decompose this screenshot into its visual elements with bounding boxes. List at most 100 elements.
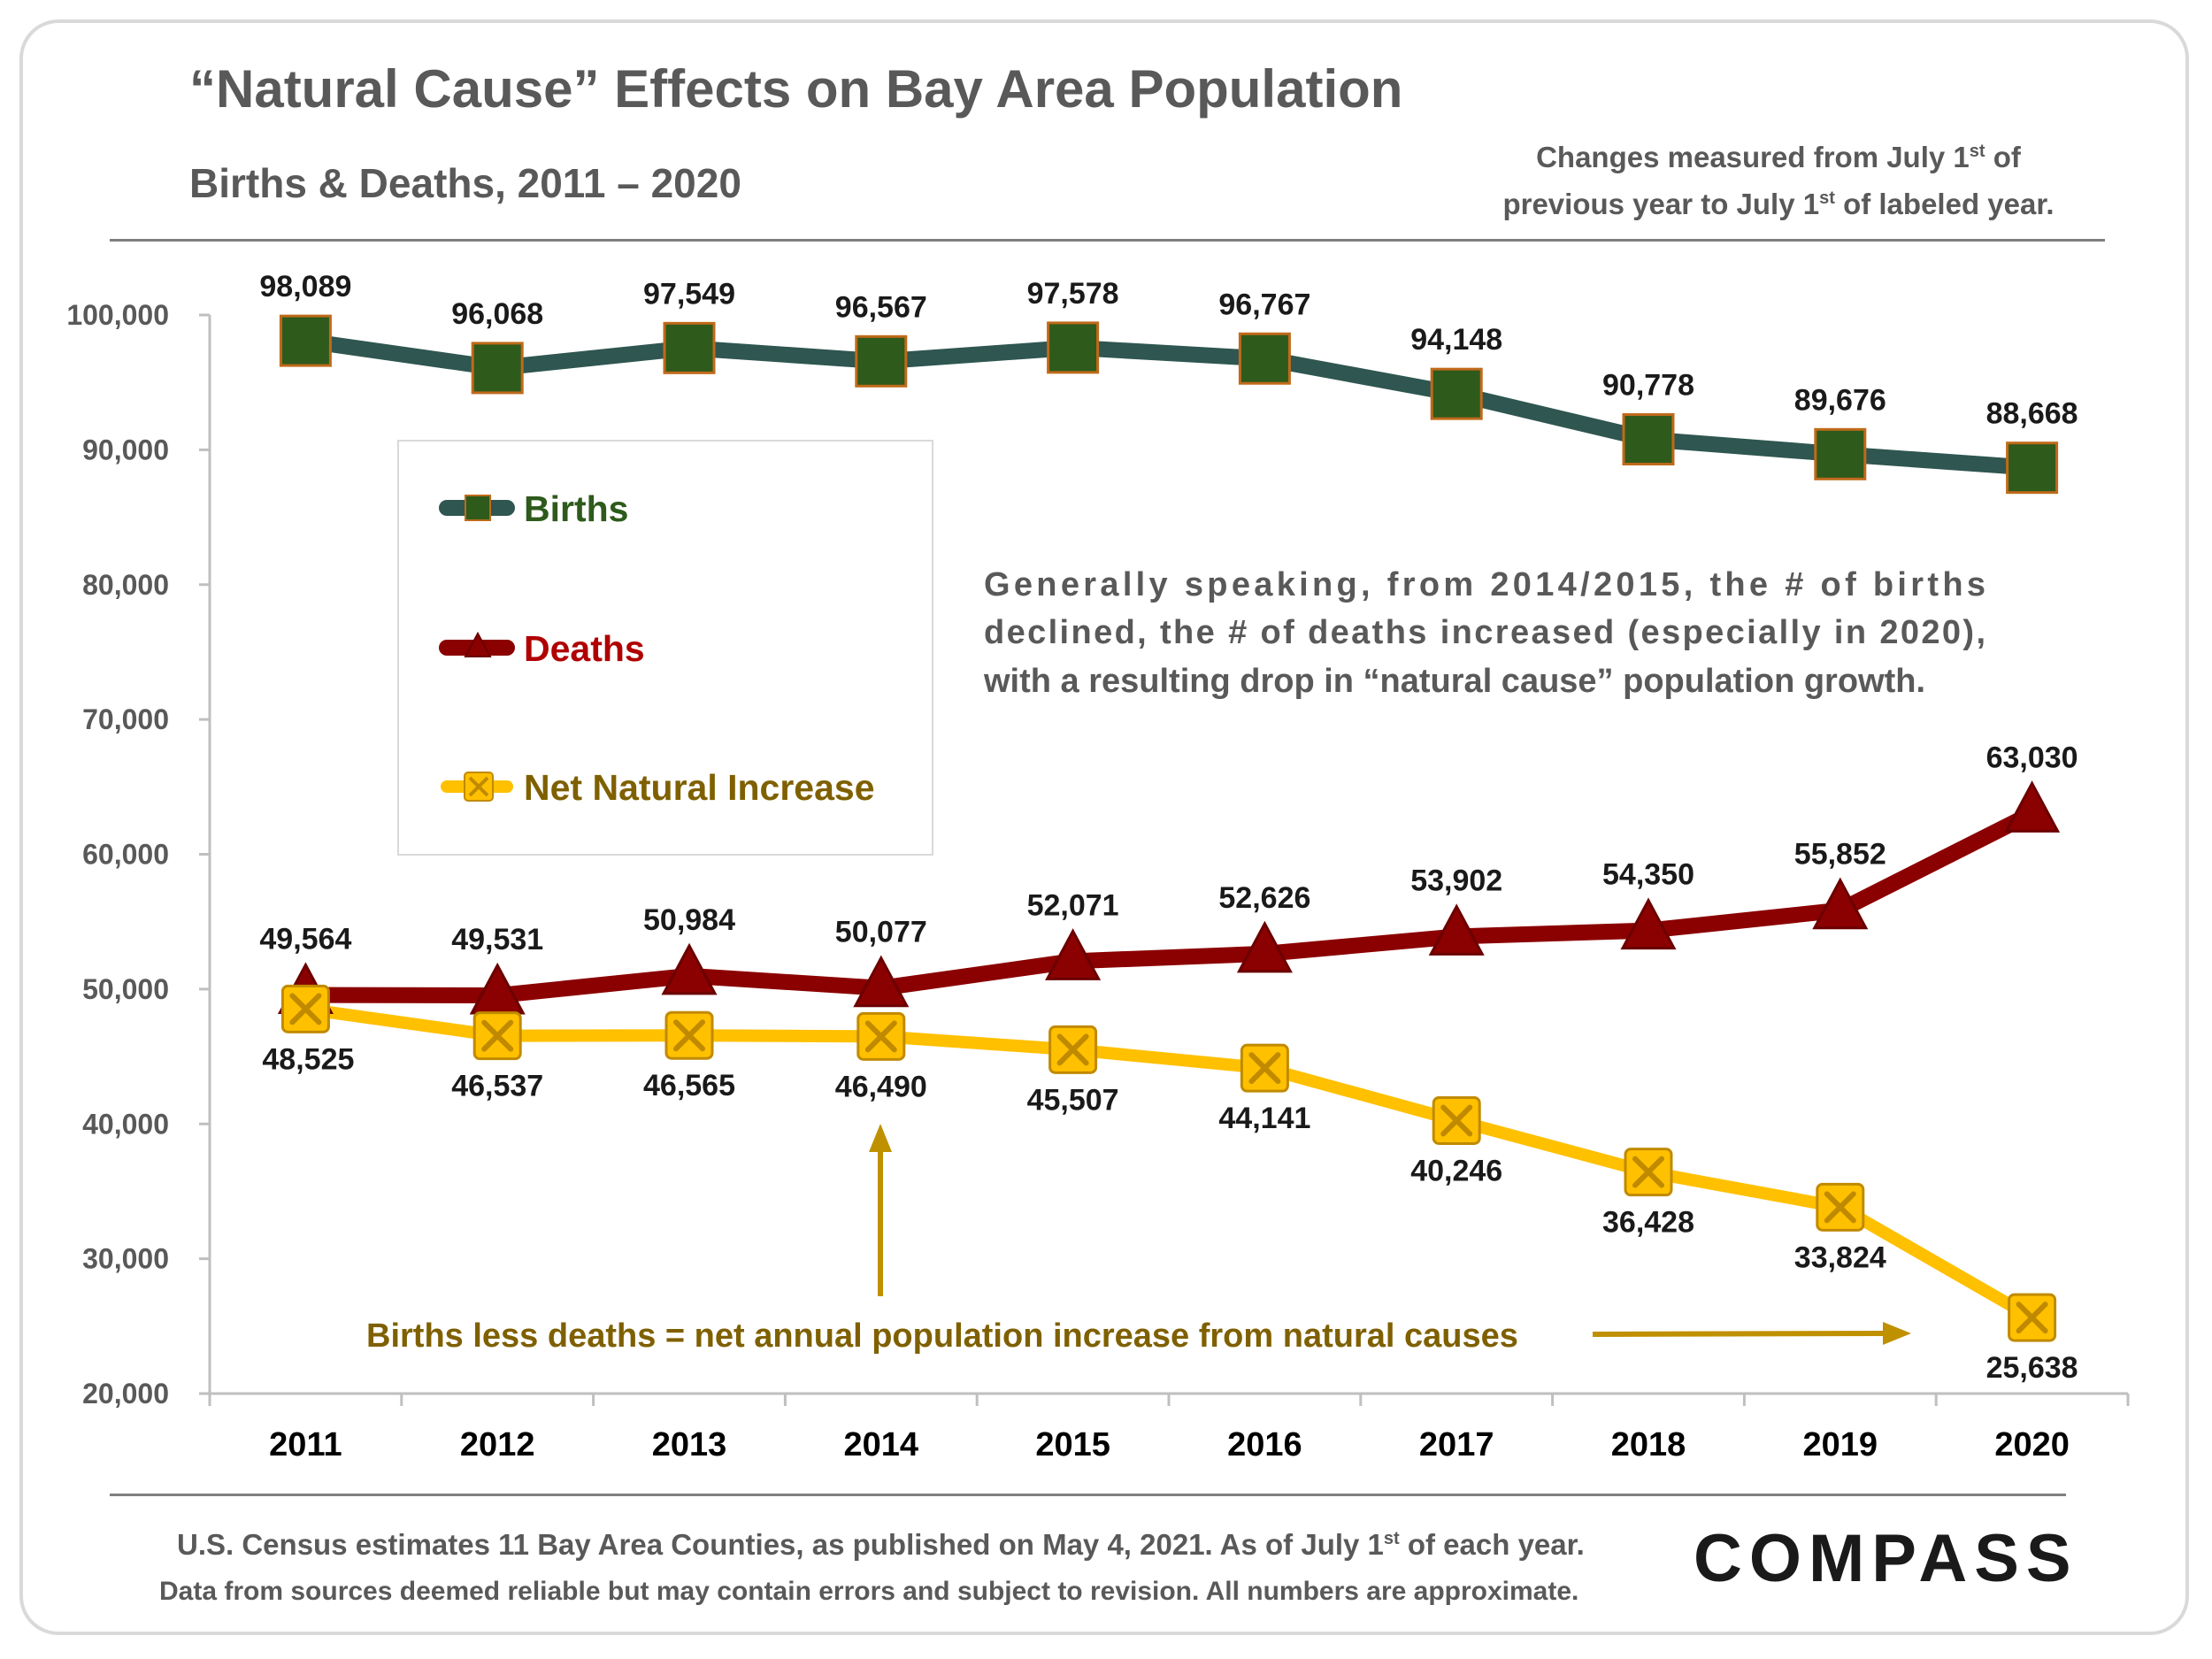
net-natural-increase-point-cross — [1440, 1104, 1473, 1137]
net-natural-increase-point-cross — [481, 1019, 514, 1052]
births-label: 96,068 — [451, 297, 543, 331]
births-point — [2006, 442, 2059, 495]
x-tick-label: 2017 — [1419, 1426, 1494, 1463]
deaths-label: 55,852 — [1794, 838, 1886, 872]
chart-frame — [19, 19, 2189, 1635]
net-natural-increase-label: 25,638 — [1986, 1351, 2078, 1385]
x-tick-label: 2016 — [1227, 1426, 1302, 1463]
x-tick-label: 2018 — [1611, 1426, 1686, 1463]
legend-label: Deaths — [524, 628, 645, 669]
bottom-note: Births less deaths = net annual populati… — [366, 1317, 1518, 1355]
legend-label: Births — [524, 488, 628, 529]
y-tick-label: 40,000 — [82, 1108, 169, 1140]
y-tick-label: 80,000 — [82, 569, 169, 601]
net-natural-increase-point-cross — [864, 1020, 897, 1053]
deaths-point — [1620, 897, 1677, 950]
deaths-point — [1428, 903, 1485, 956]
arrows: Births less deaths = net annual populati… — [366, 1124, 1911, 1355]
source-note: U.S. Census estimates 11 Bay Area Counti… — [177, 1528, 1585, 1561]
series-line-deaths — [305, 806, 2036, 1004]
net-natural-increase-point-cross — [1056, 1033, 1089, 1066]
births-label: 94,148 — [1410, 323, 1502, 357]
chart-title: “Natural Cause” Effects on Bay Area Popu… — [189, 59, 1403, 119]
births-point — [1238, 332, 1291, 385]
y-tick-label: 20,000 — [82, 1378, 169, 1409]
x-tick-label: 2011 — [269, 1426, 342, 1463]
y-tick-label: 90,000 — [82, 434, 169, 465]
x-tick-label: 2013 — [652, 1426, 727, 1463]
disclaimer: Data from sources deemed reliable but ma… — [159, 1577, 1579, 1606]
deaths-label: 49,531 — [451, 923, 543, 956]
y-tick-label: 60,000 — [82, 839, 169, 871]
deaths-label: 52,071 — [1027, 888, 1119, 922]
x-tick-label: 2012 — [460, 1426, 535, 1463]
deaths-label: 63,030 — [1986, 741, 2078, 774]
annotation-line-1: Generally speaking, from 2014/2015, the … — [984, 566, 1985, 603]
births-label: 90,778 — [1602, 369, 1694, 403]
y-tick-label: 70,000 — [82, 703, 169, 735]
net-natural-increase-label: 48,525 — [262, 1042, 354, 1076]
births-label: 97,549 — [643, 277, 735, 311]
births-label: 89,676 — [1794, 383, 1886, 417]
legend-square-icon — [465, 495, 491, 521]
x-tick-label: 2015 — [1035, 1426, 1110, 1463]
deaths-point — [661, 942, 718, 995]
deaths-label: 50,077 — [835, 916, 927, 949]
legend-x-cross — [468, 776, 489, 797]
deaths-label: 53,902 — [1410, 864, 1502, 897]
births-point — [855, 334, 908, 388]
net-natural-increase-label: 46,537 — [451, 1070, 543, 1103]
births-point — [1430, 367, 1483, 420]
deaths-label: 52,626 — [1218, 881, 1310, 915]
net-natural-increase-label: 33,824 — [1794, 1240, 1886, 1274]
y-tick-label: 100,000 — [66, 299, 169, 331]
births-label: 97,578 — [1027, 277, 1119, 311]
net-natural-increase-point-cross — [289, 993, 322, 1025]
chart-subtitle: Births & Deaths, 2011 – 2020 — [189, 160, 741, 206]
births-point — [1814, 427, 1867, 480]
net-natural-increase-label: 45,507 — [1027, 1083, 1119, 1117]
births-label: 96,567 — [835, 290, 927, 324]
deaths-point — [1236, 920, 1293, 973]
data-labels: 98,089 96,068 97,549 96,567 97,578 96,767 94,1… — [259, 270, 2078, 1385]
legend: Births Deaths Net Natural Increase — [397, 440, 933, 856]
x-tick-label: 2014 — [844, 1426, 919, 1463]
series-line-births — [304, 333, 2033, 476]
series — [277, 314, 2061, 1342]
deaths-label: 54,350 — [1602, 858, 1694, 892]
births-point — [1622, 413, 1675, 466]
y-tick-label: 50,000 — [82, 973, 169, 1005]
right-arrow-head — [1883, 1322, 1911, 1345]
births-label: 96,767 — [1218, 288, 1310, 321]
up-arrow-head — [869, 1124, 892, 1152]
births-label: 88,668 — [1986, 397, 2078, 431]
births-point — [663, 321, 716, 374]
header-rule — [110, 239, 2105, 242]
net-natural-increase-point-cross — [1632, 1156, 1664, 1188]
deaths-label: 50,984 — [643, 903, 735, 937]
net-natural-increase-point-cross — [1248, 1052, 1281, 1085]
net-natural-increase-point-cross — [2016, 1302, 2048, 1334]
footer-rule — [110, 1494, 2066, 1496]
right-arrow-shaft — [1592, 1331, 1886, 1337]
births-point — [1047, 321, 1100, 374]
series-line-net-natural-increase — [304, 1002, 2036, 1324]
legend-triangle-icon — [464, 631, 492, 657]
deaths-point — [853, 955, 910, 1008]
net-natural-increase-point-cross — [1824, 1191, 1856, 1224]
net-natural-increase-point-cross — [673, 1019, 705, 1052]
x-tick-label: 2019 — [1803, 1426, 1878, 1463]
net-natural-increase-label: 40,246 — [1410, 1155, 1502, 1188]
x-tick-label: 2020 — [1994, 1426, 2070, 1463]
net-natural-increase-label: 36,428 — [1602, 1206, 1694, 1240]
births-point — [471, 342, 524, 395]
net-natural-increase-label: 46,490 — [835, 1070, 927, 1103]
axes: 20,000 30,000 40,000 50,000 60,000 70,000 80,0… — [66, 299, 2130, 1463]
measurement-note: Changes measured from July 1st of previo… — [1502, 141, 2055, 220]
annotation-line-2: declined, the # of deaths increased (esp… — [984, 614, 1985, 651]
births-label: 98,089 — [259, 270, 351, 303]
deaths-point — [1045, 928, 1102, 980]
y-tick-label: 30,000 — [82, 1243, 169, 1275]
deaths-point — [1812, 877, 1869, 930]
